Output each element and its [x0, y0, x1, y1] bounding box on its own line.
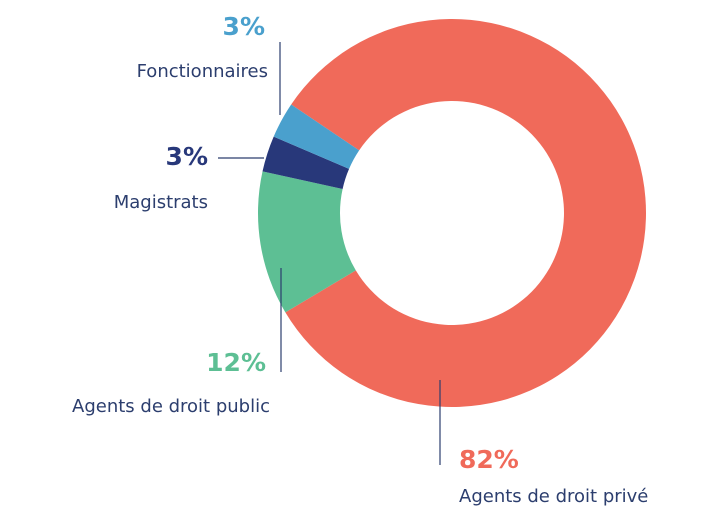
category-label: Agents de droit public — [72, 396, 270, 417]
donut-slice — [273, 104, 360, 169]
category-label: Agents de droit privé — [459, 486, 648, 507]
value-label: 82% — [459, 445, 519, 474]
category-label: Fonctionnaires — [137, 61, 268, 82]
value-label: 12% — [206, 348, 266, 377]
category-label: Magistrats — [114, 192, 208, 213]
donut-slice — [285, 19, 646, 408]
value-label: 3% — [166, 142, 208, 171]
value-label: 3% — [223, 12, 265, 41]
donut-slice — [262, 136, 350, 189]
donut-slice — [258, 171, 356, 313]
